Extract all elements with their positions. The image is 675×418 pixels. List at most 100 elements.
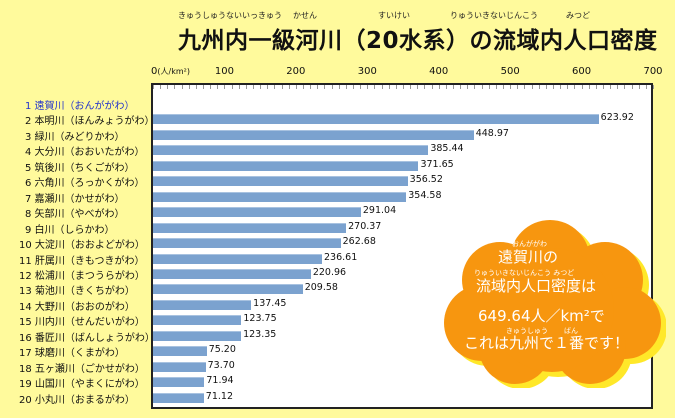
callout-line-2: 流域内人口密度は: [476, 277, 597, 295]
category-label: 19 山国川（やまくにがわ）: [19, 379, 145, 391]
bar-value-label: 354.58: [408, 189, 442, 201]
x-minor-tick: [603, 85, 604, 89]
x-axis-minor-ticks: [153, 85, 654, 90]
bar: [153, 299, 252, 310]
x-minor-tick: [324, 85, 326, 89]
x-minor-tick: [410, 85, 412, 89]
x-minor-tick: [638, 85, 640, 89]
category-label: 15 川内川（せんだいがわ）: [19, 317, 145, 329]
x-minor-tick: [288, 85, 290, 89]
bar: [153, 268, 311, 279]
x-minor-tick: [467, 85, 469, 89]
x-minor-tick: [567, 85, 569, 89]
bar: [153, 114, 599, 125]
x-minor-tick: [317, 85, 319, 89]
bar: [153, 191, 407, 202]
chart-title: 九州内一級河川（20水系）の流域内人口密度: [178, 28, 658, 54]
x-minor-tick: [610, 85, 612, 89]
x-minor-tick: [167, 85, 169, 89]
x-minor-tick: [553, 85, 554, 89]
bar-value-label: 71.12: [205, 390, 233, 402]
bar-value-label: 220.96: [312, 266, 347, 278]
x-minor-tick: [395, 85, 397, 89]
category-label: 7 嘉瀬川（かせがわ）: [25, 193, 125, 205]
bar: [153, 284, 303, 295]
bar-value-label: 236.61: [324, 251, 358, 263]
x-minor-tick: [517, 85, 519, 89]
callout-cloud-body: [444, 220, 661, 384]
x-minor-tick: [574, 85, 576, 89]
bar-value-label: 291.04: [362, 205, 397, 217]
x-minor-tick: [217, 85, 219, 89]
bar-value-label: 75.20: [208, 344, 236, 356]
bar: [153, 392, 204, 403]
x-minor-tick: [624, 85, 626, 89]
x-minor-tick: [174, 85, 176, 89]
bar-value-label: 73.70: [207, 359, 235, 371]
x-minor-tick: [295, 85, 297, 89]
x-minor-tick: [310, 85, 312, 89]
callout-text: おんががわ 遠賀川の りゅういきないじんこう みつど 流域内人口密度は 649.…: [440, 218, 666, 388]
x-minor-tick: [338, 85, 340, 89]
category-label: 17 球磨川（くまがわ）: [19, 348, 125, 360]
x-minor-tick: [531, 85, 533, 89]
x-minor-tick: [274, 85, 276, 89]
bar-value-label: 71.94: [206, 375, 234, 387]
category-label: 20 小丸川（おまるがわ）: [19, 394, 135, 406]
x-tick-label: 0(人/km²): [151, 66, 190, 77]
x-minor-tick: [631, 85, 633, 89]
bar: [153, 361, 206, 372]
x-minor-tick: [474, 85, 476, 89]
x-minor-tick: [431, 85, 433, 89]
callout-cloud: [444, 220, 666, 388]
x-minor-tick: [503, 85, 504, 89]
x-minor-tick: [438, 85, 440, 89]
bar: [153, 160, 419, 171]
bar: [153, 207, 361, 218]
category-label: 6 六角川（ろっかくがわ）: [25, 178, 145, 190]
bar: [153, 222, 347, 233]
x-minor-tick: [581, 85, 583, 89]
callout-line-3: 649.64人／km²で: [478, 307, 605, 325]
category-label: 8 矢部川（やべがわ）: [25, 209, 125, 221]
x-tick-label: 300: [357, 66, 377, 77]
x-minor-tick: [224, 85, 226, 89]
x-minor-tick: [524, 85, 526, 89]
bar: [153, 176, 408, 187]
bar-value-label: 270.37: [348, 220, 382, 232]
x-tick-label: 700: [643, 66, 663, 77]
x-minor-tick: [353, 85, 354, 89]
ruby-ryuiki-jinko: りゅういきないじんこう: [450, 11, 538, 20]
category-label: 11 肝属川（きもつきがわ）: [19, 255, 145, 267]
x-minor-tick: [510, 85, 512, 89]
category-label: 14 大野川（おおのがわ）: [19, 301, 135, 313]
category-label: 16 番匠川（ばんしょうがわ）: [19, 332, 155, 344]
x-minor-tick: [538, 85, 540, 89]
bar-value-label: 123.35: [243, 328, 277, 340]
x-axis-tick-labels: 0(人/km²) 100 200 300 400 500 600 700: [0, 66, 675, 80]
x-minor-tick: [545, 85, 547, 89]
ruby-kyushu-nai-ikkyu: きゅうしゅうないいっきゅう: [178, 11, 282, 20]
bar: [153, 253, 322, 264]
x-minor-tick: [303, 85, 304, 89]
x-minor-tick: [460, 85, 462, 89]
category-label: 13 菊池川（きくちがわ）: [19, 286, 135, 298]
x-minor-tick: [417, 85, 419, 89]
bar: [153, 145, 429, 156]
x-tick-label: 400: [429, 66, 449, 77]
bar-value-label: 356.52: [409, 174, 443, 186]
x-minor-tick: [588, 85, 590, 89]
x-minor-tick: [195, 85, 197, 89]
x-minor-tick: [424, 85, 426, 89]
bar-value-label: 209.58: [304, 282, 338, 294]
bar: [153, 238, 341, 249]
callout-ruby-kyushu: きゅうしゅう: [506, 327, 548, 335]
callout-ruby-ban: ばん: [564, 327, 578, 335]
bar: [153, 315, 242, 326]
ruby-mitsudo: みつど: [566, 11, 590, 20]
x-minor-tick: [560, 85, 562, 89]
category-label: 9 白川（しらかわ）: [25, 224, 115, 236]
bar: [153, 129, 474, 140]
bar-value-label: 371.65: [420, 158, 454, 170]
x-minor-tick: [188, 85, 190, 89]
